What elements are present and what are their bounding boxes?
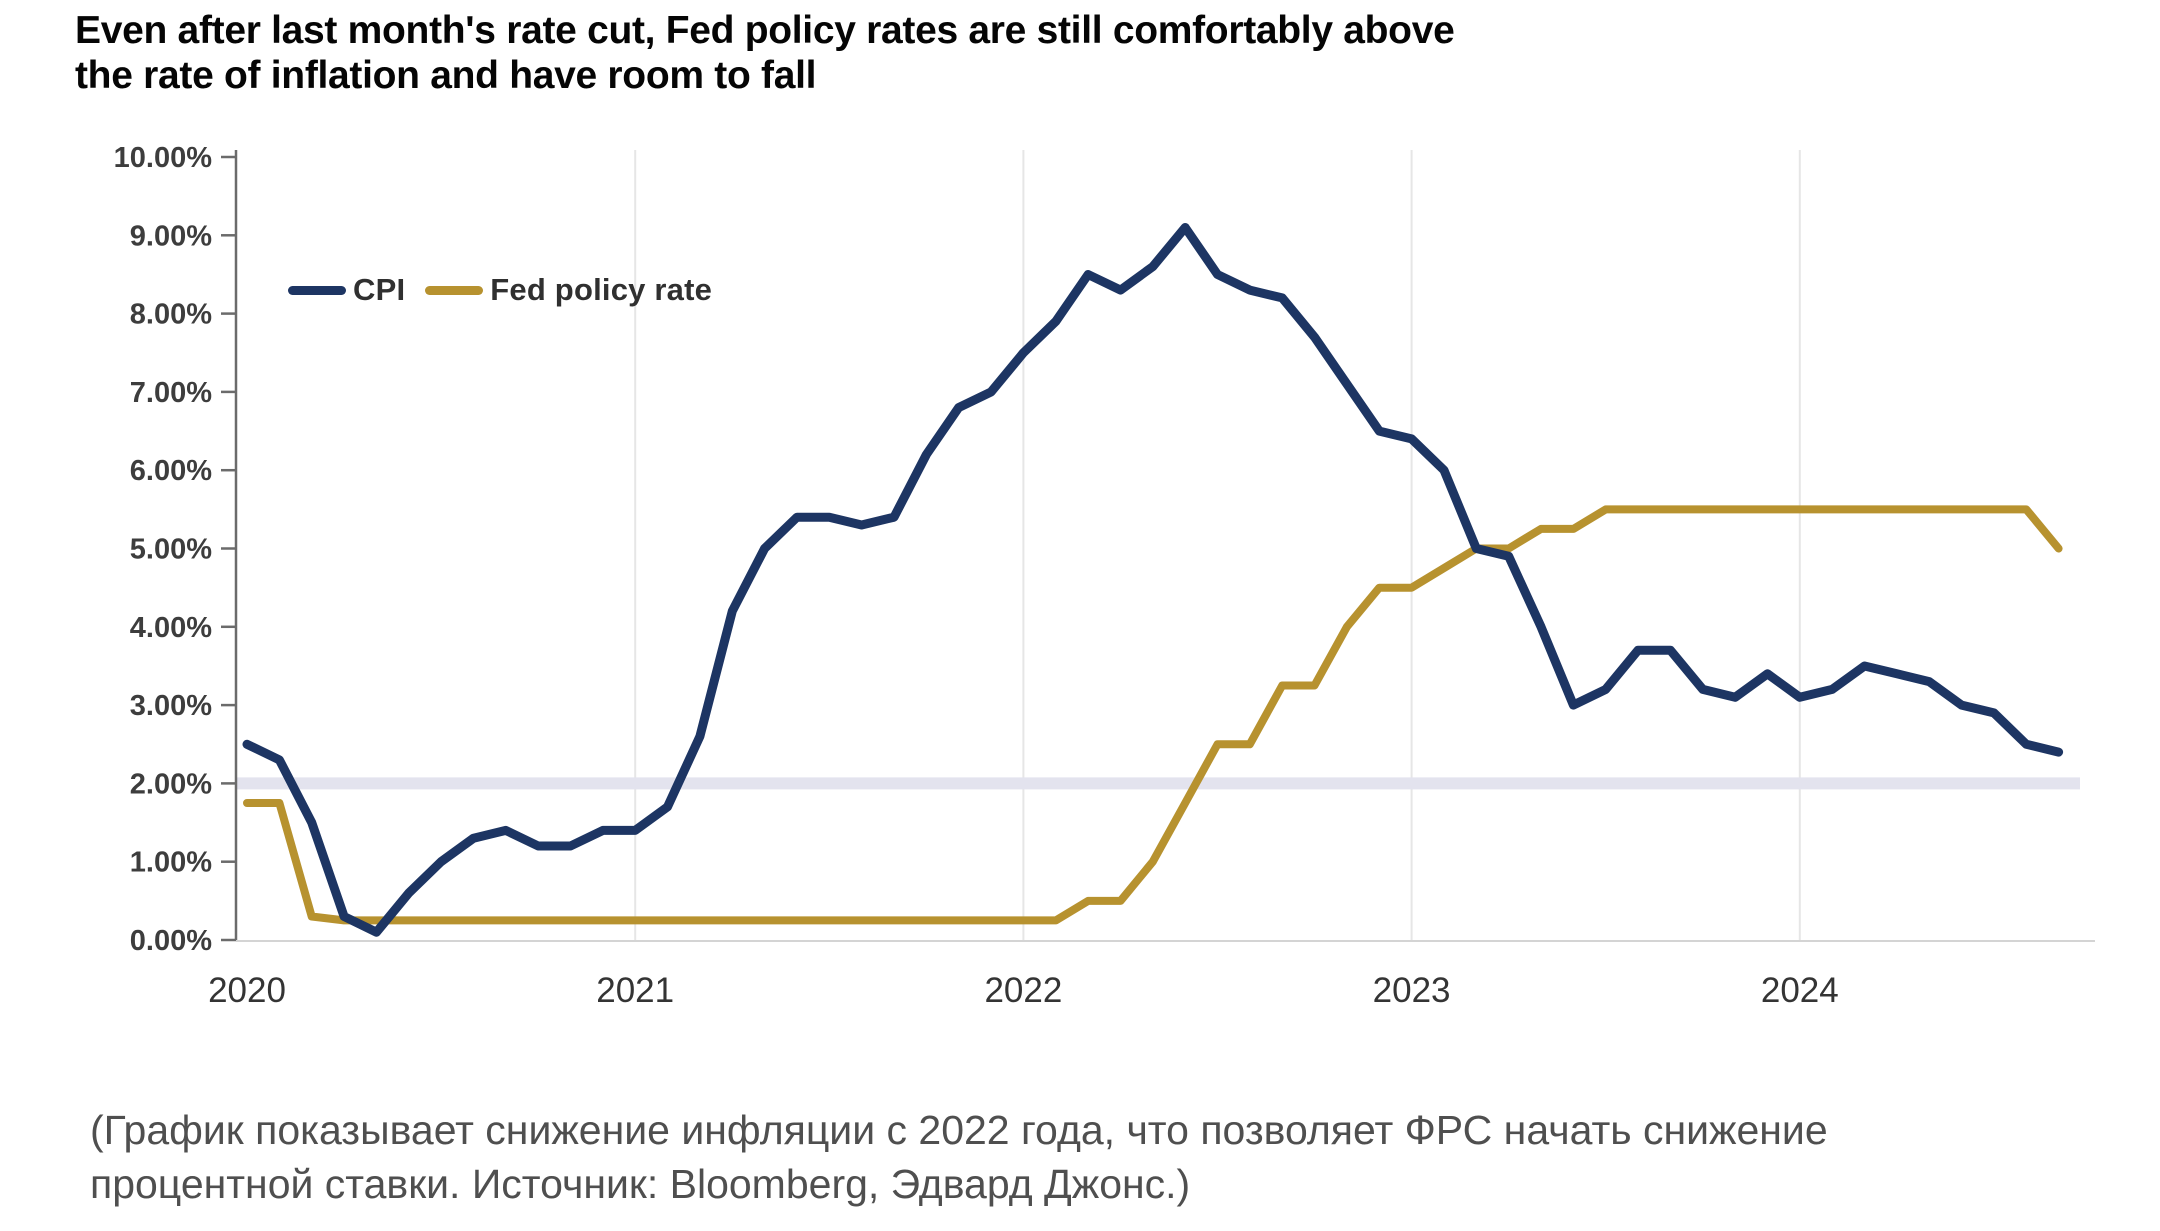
x-tick-label: 2023 (1373, 971, 1451, 1010)
chart-canvas: 0.00% 1.00% 2.00% 3.00% 4.00% 5.00% 6.00% 7.00%… (114, 142, 2095, 1010)
chart-title-line1: Even after last month's rate cut, Fed po… (75, 9, 1455, 52)
legend-label: CPI (353, 272, 406, 307)
y-tick-label: 2.00% (130, 768, 212, 800)
chart-caption: (График показывает снижение инфляции с 2… (90, 1103, 2080, 1211)
legend-swatch (288, 285, 346, 295)
chart-caption-line2: процентной ставки. Источник: Bloomberg, … (90, 1161, 1191, 1207)
y-tick-label: 4.00% (130, 612, 212, 644)
legend-item-fed-policy-rate: Fed policy rate (425, 272, 712, 308)
y-tick-label: 8.00% (130, 299, 212, 331)
chart-title-line2: the rate of inflation and have room to f… (75, 54, 817, 97)
two-percent-band (236, 777, 2080, 790)
y-tick-label: 0.00% (130, 925, 212, 957)
cpi-line (242, 223, 2064, 937)
x-tick-label: 2022 (984, 971, 1062, 1010)
y-tick-label: 6.00% (130, 455, 212, 487)
y-tick-label: 3.00% (130, 690, 212, 722)
x-tick-label: 2024 (1761, 971, 1839, 1010)
legend-label: Fed policy rate (490, 272, 713, 307)
y-tick-label: 1.00% (130, 847, 212, 879)
y-tick-label: 5.00% (130, 534, 212, 566)
y-tick-label: 10.00% (114, 142, 213, 174)
legend-swatch (425, 285, 484, 295)
x-tick-label: 2020 (208, 971, 286, 1010)
chart-legend: CPI Fed policy rate (288, 272, 712, 308)
y-tick-label: 9.00% (130, 220, 212, 252)
fed-policy-rate-line (243, 505, 2063, 925)
x-tick-label: 2021 (596, 971, 674, 1010)
y-tick-label: 7.00% (130, 377, 212, 409)
chart-caption-line1: (График показывает снижение инфляции с 2… (90, 1107, 1828, 1153)
legend-item-cpi: CPI (288, 272, 405, 308)
chart-title: Even after last month's rate cut, Fed po… (75, 8, 1825, 98)
